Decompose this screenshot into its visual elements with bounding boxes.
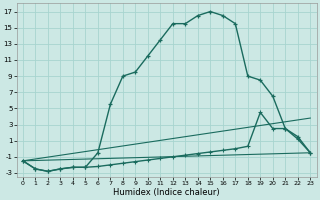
X-axis label: Humidex (Indice chaleur): Humidex (Indice chaleur) xyxy=(113,188,220,197)
